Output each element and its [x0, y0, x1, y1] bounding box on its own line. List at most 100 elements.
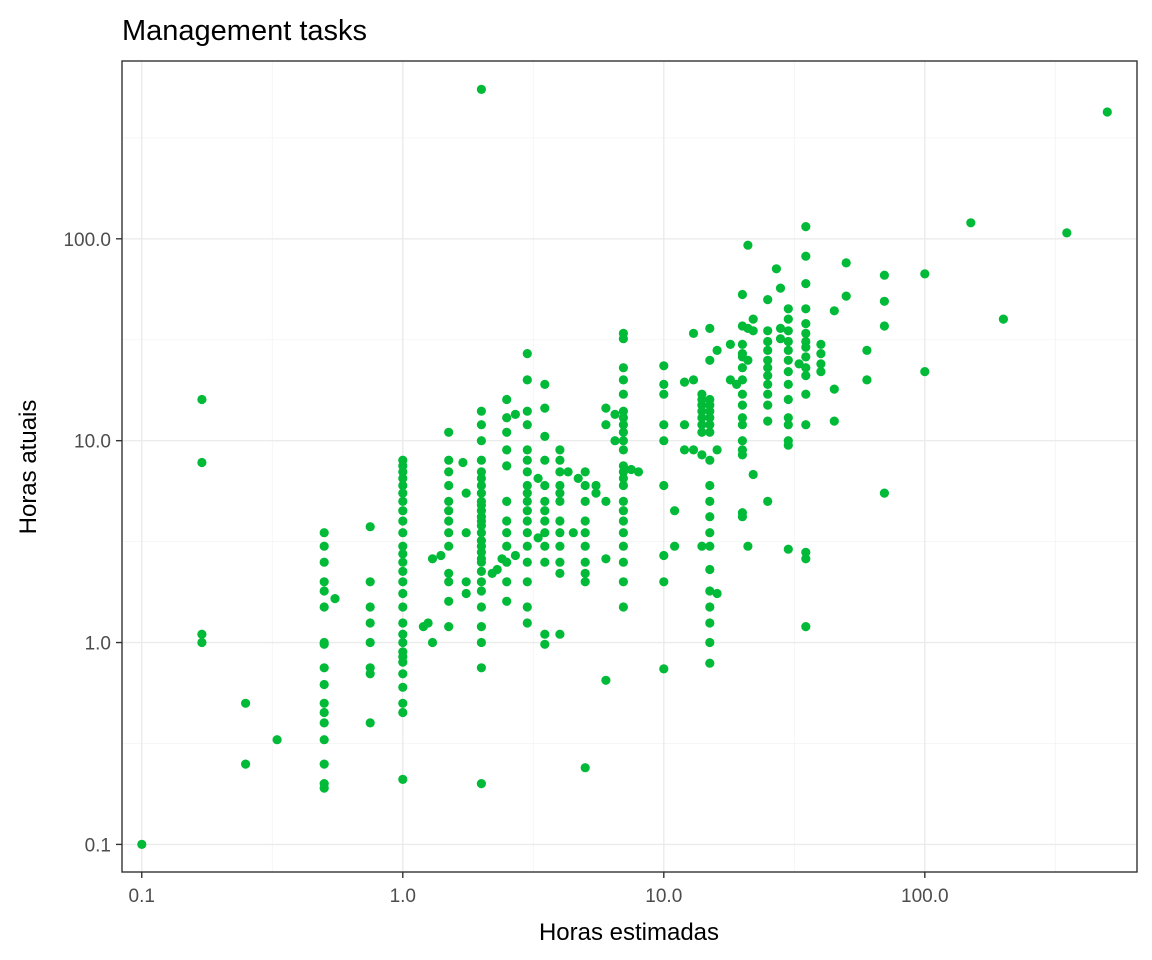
- data-point: [763, 496, 773, 506]
- data-point: [705, 658, 715, 668]
- data-point: [829, 384, 839, 394]
- data-point: [197, 394, 207, 405]
- data-point: [743, 240, 753, 250]
- data-point: [563, 467, 573, 477]
- data-point: [319, 735, 329, 745]
- data-point: [737, 450, 748, 460]
- data-point: [540, 557, 550, 567]
- data-point: [783, 544, 793, 554]
- data-point: [801, 352, 811, 362]
- data-point: [801, 420, 811, 430]
- data-point: [618, 506, 629, 516]
- data-point: [618, 406, 629, 416]
- data-point: [476, 420, 486, 430]
- data-point: [580, 528, 590, 538]
- data-point: [555, 516, 565, 526]
- data-point: [737, 389, 748, 399]
- data-point: [319, 679, 329, 690]
- data-point: [783, 367, 793, 377]
- data-point: [763, 371, 773, 381]
- data-point: [862, 375, 872, 385]
- data-point: [737, 375, 748, 385]
- data-point: [398, 588, 408, 599]
- data-point: [966, 218, 976, 228]
- data-point: [330, 594, 340, 604]
- data-point: [580, 496, 590, 506]
- data-point: [555, 496, 565, 506]
- data-point: [679, 445, 690, 455]
- data-point: [783, 440, 793, 450]
- data-point: [319, 541, 329, 551]
- data-point: [816, 339, 826, 349]
- data-point: [522, 602, 532, 612]
- data-point: [502, 557, 512, 567]
- data-point: [737, 400, 748, 410]
- data-point: [801, 389, 811, 399]
- data-point: [737, 289, 748, 300]
- data-point: [476, 779, 486, 789]
- data-point: [618, 577, 629, 587]
- data-point: [540, 506, 550, 516]
- data-point: [522, 577, 532, 587]
- data-point: [697, 541, 707, 551]
- data-point: [444, 455, 454, 465]
- data-point: [705, 406, 715, 416]
- data-point: [522, 455, 532, 465]
- data-point: [502, 394, 512, 405]
- data-point: [502, 496, 512, 506]
- data-point: [444, 596, 454, 606]
- data-point: [801, 363, 811, 373]
- data-point: [476, 566, 486, 577]
- data-point: [319, 528, 329, 538]
- data-point: [1102, 107, 1112, 117]
- data-point: [365, 602, 375, 612]
- data-point: [801, 547, 811, 557]
- data-point: [522, 541, 532, 551]
- data-point: [618, 363, 629, 373]
- data-point: [555, 455, 565, 465]
- data-point: [737, 420, 748, 430]
- data-point: [444, 496, 454, 506]
- data-point: [618, 473, 629, 483]
- data-point: [618, 496, 629, 506]
- data-point: [697, 450, 707, 460]
- data-point: [801, 328, 811, 338]
- data-point: [365, 669, 375, 679]
- data-point: [618, 436, 629, 446]
- x-tick-label: 0.1: [129, 886, 155, 907]
- data-point: [618, 480, 629, 491]
- data-point: [618, 389, 629, 399]
- data-point: [618, 413, 629, 423]
- data-point: [398, 549, 408, 559]
- data-point: [618, 334, 629, 344]
- data-point: [319, 698, 329, 708]
- data-point: [783, 355, 793, 365]
- data-point: [601, 403, 611, 413]
- data-point: [555, 480, 565, 491]
- data-point: [502, 596, 512, 606]
- data-point: [502, 427, 512, 437]
- data-point: [476, 586, 486, 596]
- data-point: [476, 528, 486, 538]
- data-point: [398, 557, 408, 567]
- data-point: [365, 522, 375, 532]
- panel-border: [121, 60, 1138, 873]
- data-point: [743, 355, 753, 365]
- data-point: [794, 359, 804, 369]
- data-point: [540, 455, 550, 465]
- data-point: [540, 516, 550, 526]
- data-point: [801, 622, 811, 632]
- data-point: [398, 467, 408, 477]
- data-point: [436, 550, 446, 561]
- data-point: [197, 629, 207, 639]
- data-point: [444, 541, 454, 551]
- data-point: [398, 682, 408, 692]
- data-point: [737, 339, 748, 349]
- data-point: [737, 413, 748, 423]
- data-point: [492, 564, 502, 575]
- data-point: [879, 488, 890, 498]
- data-point: [633, 467, 644, 477]
- data-point: [319, 718, 329, 728]
- data-point: [618, 557, 629, 567]
